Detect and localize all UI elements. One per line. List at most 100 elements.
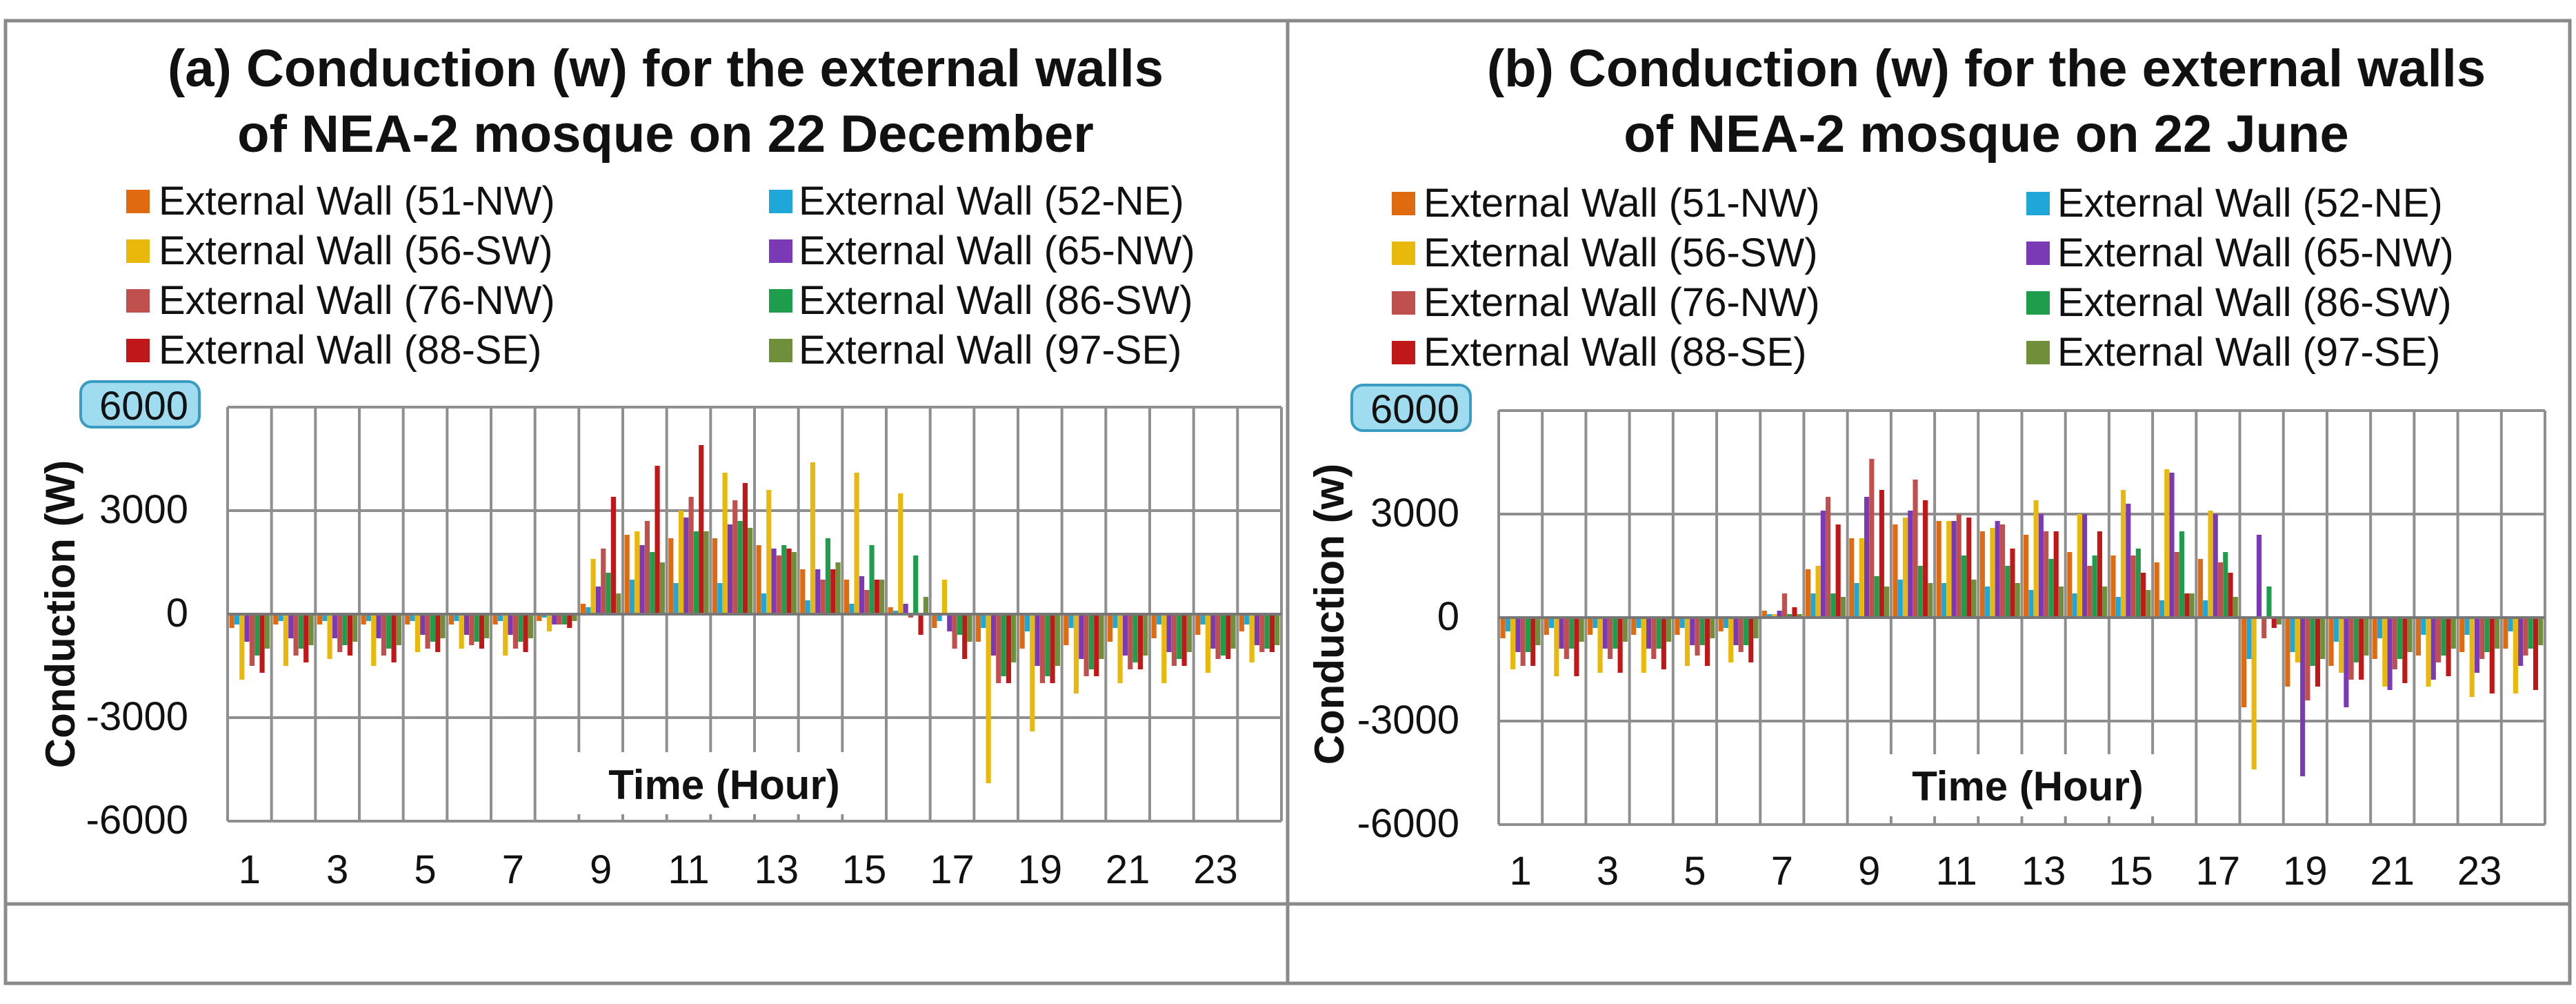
legend-label: External Wall (52-NE): [2057, 181, 2443, 226]
bar: [2228, 573, 2233, 618]
ytick-label: 6000: [1370, 387, 1459, 432]
ytick-label: 3000: [1370, 491, 1459, 535]
bar: [1011, 614, 1017, 662]
ytick-label: 6000: [99, 384, 188, 429]
bar: [2110, 555, 2116, 618]
bar: [2146, 590, 2151, 618]
bar: [386, 614, 392, 649]
bar: [1767, 614, 1773, 618]
bar: [2402, 618, 2408, 683]
bar: [601, 549, 606, 614]
bar: [2159, 600, 2165, 618]
bar: [278, 614, 283, 621]
bar: [967, 614, 972, 642]
legend-item: External Wall (51-NW): [126, 179, 555, 224]
bar: [2489, 618, 2495, 693]
bar: [308, 614, 314, 645]
bar: [869, 545, 875, 614]
chart-title-line1: (b) Conduction (w) for the external wall…: [1487, 39, 2486, 98]
bar: [1864, 497, 1870, 618]
bar: [2435, 618, 2442, 662]
bar: [1039, 614, 1046, 683]
bar: [1269, 614, 1275, 652]
bar: [1646, 618, 1652, 649]
bar: [1928, 583, 1933, 618]
bar: [463, 614, 470, 635]
bar: [1641, 618, 1646, 673]
bar: [849, 604, 855, 614]
bar: [2364, 618, 2369, 656]
bar: [2407, 618, 2413, 652]
bar: [717, 583, 723, 614]
bar: [712, 538, 718, 614]
bar: [854, 473, 859, 614]
bar: [1122, 614, 1128, 656]
bar: [805, 600, 810, 614]
bar: [800, 569, 806, 614]
bar: [396, 614, 401, 645]
ytick-badge: [1350, 384, 1472, 432]
xtick-label: 15: [842, 847, 887, 892]
bar: [2339, 618, 2344, 673]
bar: [572, 614, 577, 621]
legend-swatch: [769, 190, 792, 213]
bar: [2135, 549, 2141, 618]
bar: [541, 614, 547, 618]
bar: [2392, 618, 2397, 669]
bar: [1985, 587, 1990, 618]
bar: [303, 614, 309, 662]
bar: [937, 614, 942, 621]
bar: [1971, 580, 1977, 618]
bar: [2372, 618, 2377, 659]
bar: [1704, 618, 1710, 666]
bar: [722, 473, 728, 614]
bar: [1520, 618, 1526, 666]
bar: [1112, 614, 1118, 628]
bar: [693, 531, 699, 614]
legend-swatch: [2026, 291, 2050, 315]
bar: [1143, 614, 1148, 656]
xtick-label: 23: [2457, 849, 2502, 894]
bar: [2115, 597, 2121, 618]
x-axis-title-bg: [1878, 754, 2181, 816]
bar: [2126, 504, 2131, 618]
bar: [2348, 618, 2354, 680]
bar: [1019, 614, 1025, 649]
bar: [1613, 618, 1618, 649]
bar: [586, 607, 591, 614]
bar: [523, 614, 528, 652]
bar: [479, 614, 484, 649]
bar: [537, 614, 542, 621]
bar: [454, 614, 459, 621]
bar: [2464, 618, 2470, 635]
bar: [512, 614, 519, 649]
bar: [1897, 580, 1903, 618]
bar: [644, 521, 650, 614]
bar: [474, 614, 479, 642]
bar: [503, 614, 508, 656]
legend-label: External Wall (86-SW): [2057, 280, 2452, 325]
bar: [786, 549, 792, 614]
bar: [2538, 618, 2544, 645]
ytick-label: 3000: [99, 487, 188, 532]
bar: [1156, 614, 1162, 624]
bar: [898, 493, 903, 614]
legend-swatch: [2026, 192, 2050, 215]
ytick-label: -3000: [1357, 698, 1459, 742]
bar: [1151, 614, 1157, 638]
bar: [2382, 618, 2388, 687]
bar: [1171, 614, 1177, 666]
legend-swatch: [2026, 242, 2050, 265]
legend-swatch: [1392, 341, 1415, 364]
legend-swatch: [769, 289, 792, 313]
xtick-label: 5: [1684, 849, 1706, 894]
x-axis-title-bg: [572, 752, 876, 814]
bar: [2130, 555, 2136, 618]
bar: [1999, 524, 2006, 618]
bar: [771, 549, 777, 614]
bar: [410, 614, 415, 621]
bar: [2508, 618, 2513, 631]
bar: [1913, 480, 1918, 618]
legend-item: External Wall (86-SW): [2026, 280, 2452, 325]
bar: [986, 614, 991, 783]
